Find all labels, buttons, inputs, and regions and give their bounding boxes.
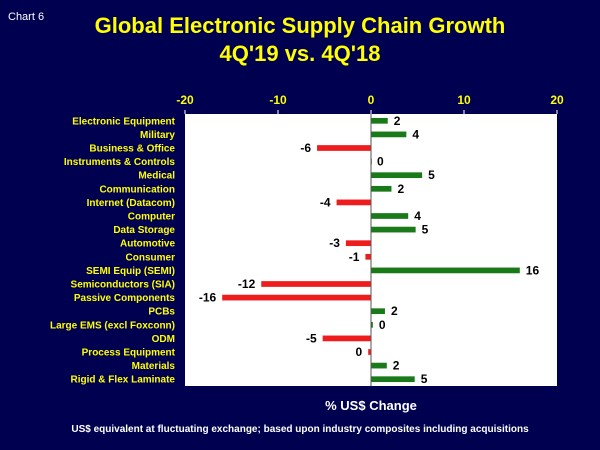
category-labels: Electronic Equipment Military Business & O…: [50, 116, 176, 385]
bar: [365, 253, 371, 260]
data-label: -6: [300, 141, 311, 155]
bar: [261, 281, 371, 287]
category-label: SEMI Equip (SEMI): [86, 266, 175, 277]
data-label: -4: [320, 195, 331, 209]
data-label: 0: [377, 155, 384, 169]
category-label: Materials: [132, 361, 176, 372]
x-tick-label: -10: [269, 93, 287, 107]
bar: [336, 199, 371, 206]
category-label: Business & Office: [89, 144, 175, 155]
bar: [371, 213, 409, 219]
bar: [371, 321, 373, 328]
category-label: Automotive: [120, 239, 175, 250]
chart-subtitle: 4Q'19 vs. 4Q'18: [219, 41, 381, 66]
category-label: Consumer: [126, 252, 176, 263]
bars: [222, 117, 520, 383]
category-label: PCBs: [148, 307, 175, 318]
category-label: Communication: [99, 184, 175, 195]
bar: [371, 362, 387, 369]
bar: [222, 294, 371, 301]
data-label: -16: [199, 291, 217, 305]
bar: [371, 172, 423, 179]
x-tick-label: 10: [457, 93, 471, 107]
data-label: -1: [349, 250, 360, 264]
category-label: Semiconductors (SIA): [71, 280, 175, 291]
category-label: Rigid & Flex Laminate: [71, 375, 176, 386]
bar: [371, 267, 520, 274]
bar: [371, 226, 416, 233]
data-label: 4: [412, 127, 419, 141]
category-label: Instruments & Controls: [64, 157, 176, 168]
bar: [322, 335, 371, 342]
category-label: Process Equipment: [82, 348, 176, 359]
x-axis-ticks: -20 -10 0 10 20: [176, 93, 564, 114]
category-label: Large EMS (excl Foxconn): [50, 320, 175, 331]
data-label: 5: [428, 168, 435, 182]
bar: [345, 240, 371, 247]
category-label: Internet (Datacom): [87, 198, 175, 209]
bar: [371, 308, 385, 315]
category-label: Passive Components: [74, 293, 176, 304]
data-label: 2: [397, 182, 404, 196]
x-tick-label: 20: [550, 93, 564, 107]
data-label: -5: [306, 331, 317, 345]
footnote: US$ equivalent at fluctuating exchange; …: [71, 424, 529, 435]
data-label: 0: [379, 318, 386, 332]
category-label: Computer: [128, 212, 175, 223]
chart-title: Global Electronic Supply Chain Growth: [94, 13, 506, 38]
bar: [371, 117, 388, 124]
data-label: 5: [421, 372, 428, 386]
bar: [317, 145, 371, 151]
data-label: 5: [422, 223, 429, 237]
data-label: 2: [394, 114, 401, 128]
category-label: Data Storage: [113, 225, 175, 236]
data-label: 16: [526, 263, 540, 277]
data-label: 0: [356, 345, 363, 359]
x-tick-label: 0: [368, 93, 375, 107]
category-label: Military: [140, 130, 175, 141]
data-label: 2: [393, 359, 400, 373]
chart-number-label: Chart 6: [8, 11, 45, 23]
category-label: ODM: [152, 334, 175, 345]
data-label: -12: [238, 277, 256, 291]
bar: [371, 376, 415, 383]
bar: [368, 349, 371, 355]
x-tick-label: -20: [176, 93, 194, 107]
data-label: 2: [391, 304, 398, 318]
x-axis-label: % US$ Change: [325, 398, 417, 413]
category-label: Electronic Equipment: [72, 116, 175, 127]
data-label: -3: [329, 236, 340, 250]
data-label: 4: [414, 209, 421, 223]
bar: [371, 185, 392, 192]
bar: [371, 131, 407, 138]
category-label: Medical: [138, 171, 175, 182]
